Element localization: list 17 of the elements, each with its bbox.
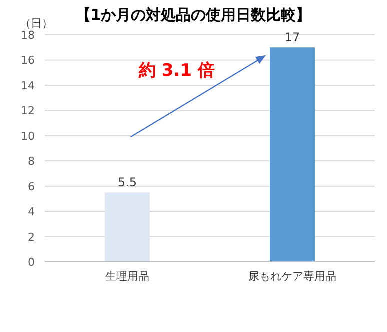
data-label: 5.5 <box>118 176 138 190</box>
y-tick-label: 18 <box>21 29 35 42</box>
y-tick-label: 10 <box>21 130 35 143</box>
y-axis-title: （日） <box>20 17 53 30</box>
y-tick-label: 8 <box>28 155 35 168</box>
y-tick-label: 0 <box>28 256 35 269</box>
x-tick-label: 尿もれケア専用品 <box>248 270 336 283</box>
y-tick-label: 16 <box>21 54 35 68</box>
x-tick-label: 生理用品 <box>106 270 150 283</box>
y-tick-label: 12 <box>21 104 35 118</box>
y-tick-label: 2 <box>28 230 35 244</box>
y-tick-label: 14 <box>21 79 35 92</box>
y-tick-label: 4 <box>28 206 35 219</box>
annotation: 約 3.1 倍 <box>138 60 215 81</box>
y-tick-label: 6 <box>28 180 35 194</box>
chart-title: 【1か月の対処品の使用日数比較】 <box>76 6 312 24</box>
data-label: 17 <box>284 30 300 45</box>
